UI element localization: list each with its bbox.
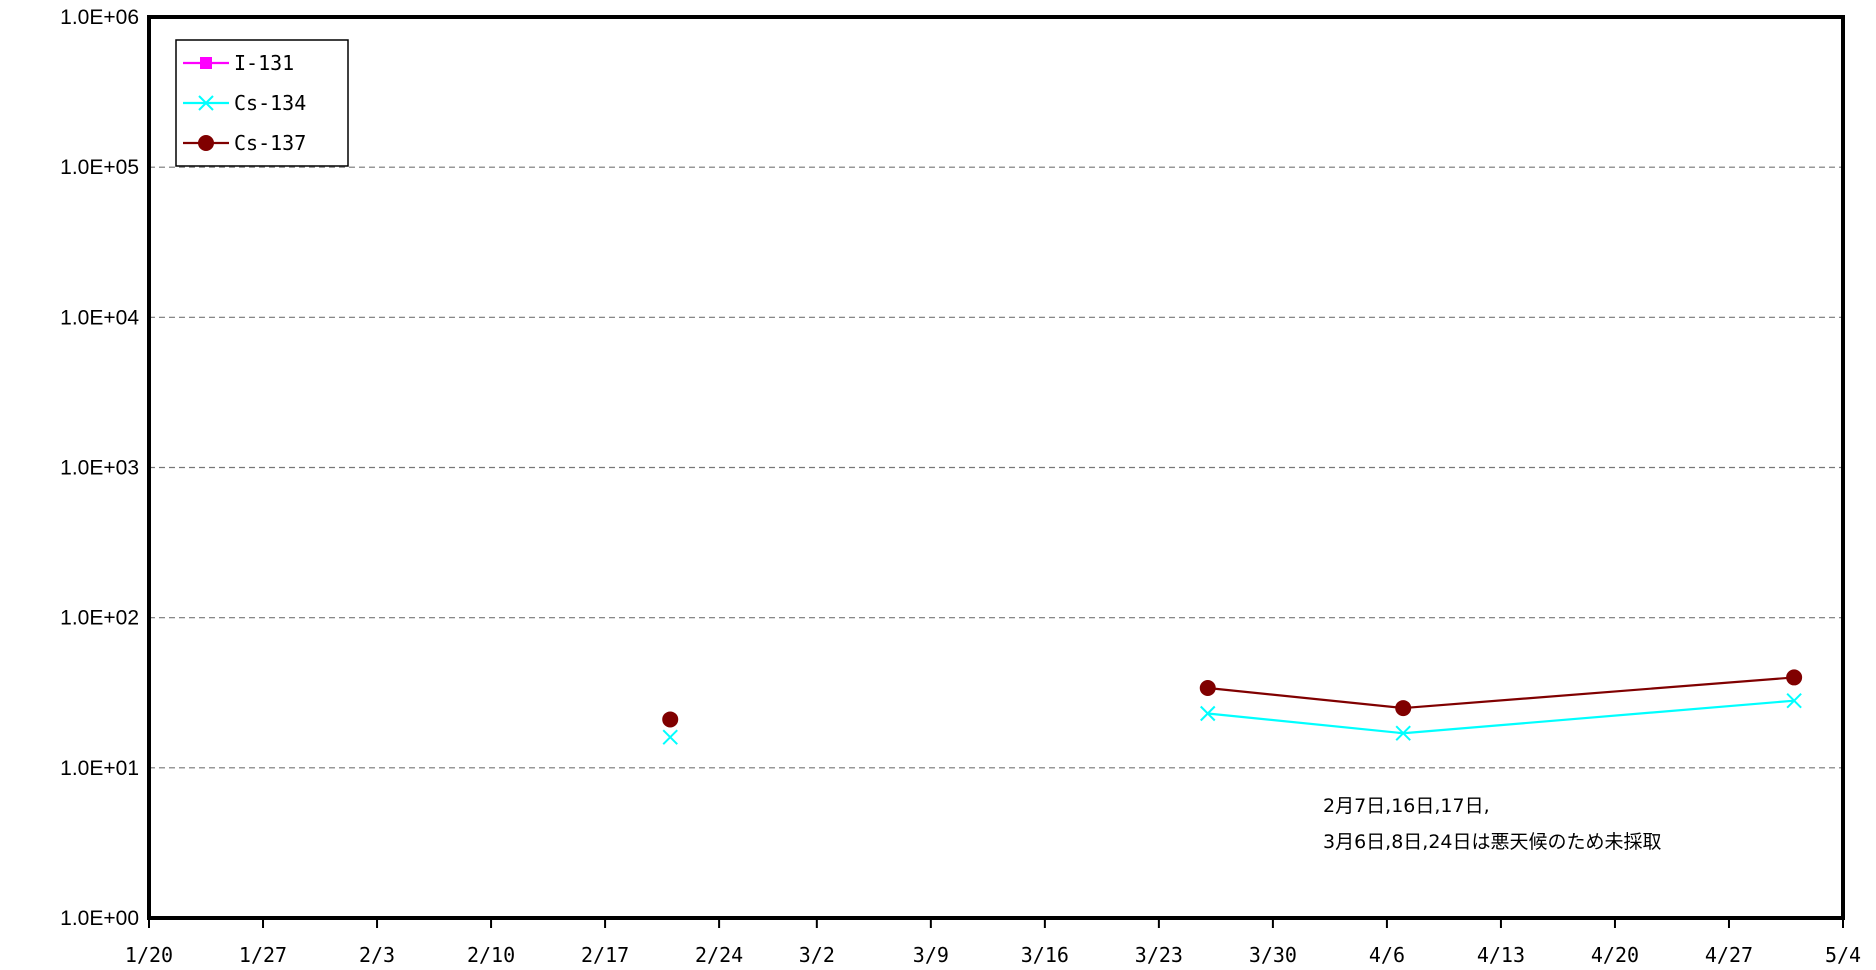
series-line-cs-134	[1207, 712, 1404, 735]
x-tick-label: 4/6	[1369, 943, 1405, 967]
y-tick-label: 1.0E+05	[60, 156, 139, 179]
legend-marker-cs-134	[198, 95, 214, 111]
legend-marker-cs-137	[198, 135, 214, 151]
grid-lines	[149, 166, 1843, 769]
x-marker-stroke	[662, 729, 678, 745]
x-tick-label: 3/30	[1249, 943, 1297, 967]
x-tick-label: 3/16	[1021, 943, 1069, 967]
x-tick-label: 4/27	[1705, 943, 1753, 967]
data-point-cs-137	[662, 711, 679, 728]
x-axis-ticks: 1/20 1/27 2/3 2/10 2/17 2/24 3/2 3/9 3/16 3/23 3/3…	[125, 918, 1861, 967]
legend-label-cs-134: Cs-134	[234, 91, 306, 115]
series-layer	[662, 669, 1803, 745]
x-tick-label: 4/20	[1591, 943, 1639, 967]
annotation-line: 2月7日,16日,17日,	[1323, 795, 1490, 817]
x-marker-stroke	[1395, 725, 1411, 741]
data-point-cs-134	[1786, 692, 1802, 709]
data-point-cs-134	[1395, 725, 1411, 741]
annotation: 2月7日,16日,17日, 3月6日,8日,24日は悪天候のため未採取	[1323, 795, 1662, 853]
data-point-cs-134	[662, 729, 678, 745]
series-line-cs-137	[1207, 686, 1404, 710]
x-tick-label: 2/24	[695, 943, 743, 967]
x-marker-stroke	[198, 95, 214, 111]
y-tick-label: 1.0E+03	[60, 457, 139, 480]
data-point-cs-134	[1200, 705, 1216, 722]
plot-area	[147, 15, 1845, 920]
legend-label-cs-137: Cs-137	[234, 131, 306, 155]
x-tick-label: 3/2	[799, 943, 835, 967]
y-tick-label: 1.0E+04	[60, 306, 139, 329]
series-cs-134	[662, 692, 1802, 745]
x-marker-stroke	[1786, 692, 1802, 709]
data-point-cs-137	[1786, 669, 1803, 686]
series-line-cs-137	[1403, 676, 1795, 710]
legend: I-131 Cs-134 Cs-137	[175, 39, 349, 167]
y-tick-label: 1.0E+02	[60, 607, 139, 630]
x-tick-label: 3/23	[1135, 943, 1183, 967]
x-marker-stroke	[1200, 705, 1216, 722]
y-tick-label: 1.0E+01	[60, 757, 139, 780]
legend-label-i-131: I-131	[234, 51, 294, 75]
x-tick-label: 3/9	[913, 943, 949, 967]
x-tick-label: 2/3	[359, 943, 395, 967]
x-tick-label: 2/17	[581, 943, 629, 967]
x-tick-label: 4/13	[1477, 943, 1525, 967]
annotation-line: 3月6日,8日,24日は悪天候のため未採取	[1323, 831, 1662, 853]
series-cs-137	[662, 669, 1803, 728]
x-tick-label: 1/20	[125, 943, 173, 967]
x-tick-label: 1/27	[239, 943, 287, 967]
y-axis-ticks: 1.0E+00 1.0E+01 1.0E+02 1.0E+03 1.0E+04 1.0E+…	[60, 6, 139, 930]
x-tick-label: 2/10	[467, 943, 515, 967]
data-point-cs-137	[1199, 680, 1216, 697]
series-line-cs-134	[1403, 699, 1795, 735]
data-point-cs-137	[1395, 700, 1412, 717]
y-tick-label: 1.0E+00	[60, 907, 139, 930]
x-tick-label: 5/4	[1825, 943, 1861, 967]
y-tick-label: 1.0E+06	[60, 6, 139, 29]
legend-marker-i-131	[200, 57, 212, 69]
